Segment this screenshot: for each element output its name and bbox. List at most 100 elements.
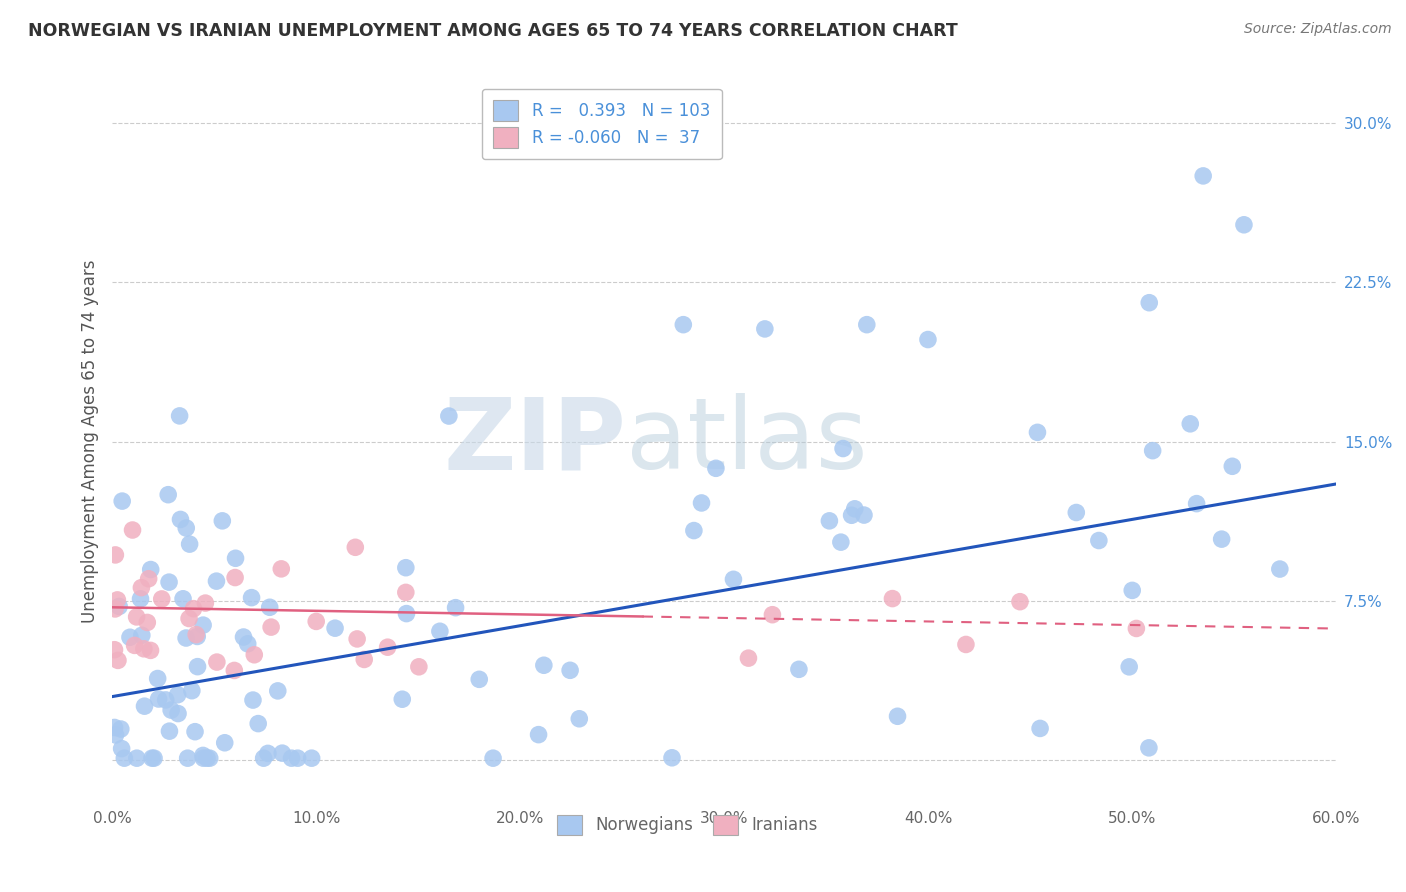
Point bbox=[131, 581, 153, 595]
Point bbox=[111, 494, 134, 508]
Point bbox=[253, 751, 276, 765]
Point bbox=[754, 322, 776, 336]
Point bbox=[166, 688, 188, 702]
Point bbox=[568, 712, 591, 726]
Point bbox=[146, 672, 169, 686]
Legend: Norwegians, Iranians: Norwegians, Iranians bbox=[547, 805, 828, 845]
Point bbox=[108, 599, 131, 614]
Point bbox=[125, 751, 148, 765]
Point bbox=[1233, 218, 1256, 232]
Point bbox=[240, 591, 263, 605]
Point bbox=[280, 751, 302, 765]
Point bbox=[558, 663, 581, 677]
Point bbox=[118, 630, 141, 644]
Point bbox=[176, 751, 198, 765]
Point bbox=[270, 562, 292, 576]
Point bbox=[1268, 562, 1291, 576]
Point bbox=[1211, 532, 1233, 546]
Point bbox=[169, 409, 191, 423]
Point bbox=[183, 601, 205, 615]
Point bbox=[437, 409, 460, 423]
Point bbox=[157, 575, 180, 590]
Point bbox=[853, 508, 876, 522]
Point bbox=[661, 751, 683, 765]
Point bbox=[174, 521, 197, 535]
Point bbox=[184, 724, 207, 739]
Point bbox=[832, 442, 855, 456]
Point bbox=[257, 747, 280, 761]
Point bbox=[143, 751, 166, 765]
Point bbox=[124, 639, 146, 653]
Point bbox=[704, 461, 727, 475]
Point bbox=[917, 333, 939, 347]
Point bbox=[104, 602, 127, 616]
Point bbox=[214, 736, 236, 750]
Point bbox=[129, 591, 152, 606]
Point bbox=[159, 724, 181, 739]
Point bbox=[1121, 583, 1143, 598]
Point bbox=[271, 746, 294, 760]
Point bbox=[1142, 443, 1164, 458]
Point bbox=[468, 673, 491, 687]
Point bbox=[408, 660, 430, 674]
Point bbox=[242, 693, 264, 707]
Point bbox=[191, 618, 214, 632]
Y-axis label: Unemployment Among Ages 65 to 74 years: Unemployment Among Ages 65 to 74 years bbox=[80, 260, 98, 624]
Point bbox=[150, 591, 173, 606]
Point bbox=[103, 721, 125, 735]
Point bbox=[482, 751, 505, 765]
Point bbox=[132, 641, 155, 656]
Point bbox=[841, 508, 863, 523]
Point bbox=[104, 728, 127, 742]
Point bbox=[1008, 595, 1031, 609]
Point bbox=[830, 535, 852, 549]
Point bbox=[205, 655, 228, 669]
Point bbox=[1220, 459, 1243, 474]
Point bbox=[353, 652, 375, 666]
Point bbox=[818, 514, 841, 528]
Point bbox=[429, 624, 451, 639]
Point bbox=[167, 706, 190, 721]
Point bbox=[723, 572, 745, 586]
Point bbox=[1180, 417, 1202, 431]
Text: ZIP: ZIP bbox=[443, 393, 626, 490]
Point bbox=[186, 627, 208, 641]
Point bbox=[1137, 740, 1160, 755]
Point bbox=[247, 716, 270, 731]
Point bbox=[844, 501, 866, 516]
Point bbox=[157, 488, 180, 502]
Point bbox=[1118, 660, 1140, 674]
Point bbox=[391, 692, 413, 706]
Point bbox=[855, 318, 877, 332]
Point bbox=[259, 600, 281, 615]
Point bbox=[243, 648, 266, 662]
Point bbox=[1066, 506, 1088, 520]
Point bbox=[198, 751, 221, 765]
Point bbox=[236, 637, 259, 651]
Point bbox=[1088, 533, 1111, 548]
Point bbox=[193, 751, 215, 765]
Point bbox=[179, 537, 201, 551]
Point bbox=[737, 651, 759, 665]
Point bbox=[787, 662, 810, 676]
Point bbox=[107, 653, 129, 667]
Point bbox=[139, 562, 162, 576]
Point bbox=[377, 640, 399, 655]
Point bbox=[194, 596, 217, 610]
Point bbox=[225, 551, 247, 566]
Point bbox=[1029, 722, 1052, 736]
Point bbox=[148, 692, 170, 706]
Point bbox=[287, 751, 309, 765]
Point bbox=[224, 664, 246, 678]
Point bbox=[301, 751, 323, 765]
Point bbox=[395, 585, 418, 599]
Point bbox=[323, 621, 346, 635]
Point bbox=[172, 591, 194, 606]
Point bbox=[224, 570, 246, 584]
Point bbox=[180, 683, 202, 698]
Point bbox=[110, 722, 132, 736]
Text: Source: ZipAtlas.com: Source: ZipAtlas.com bbox=[1244, 22, 1392, 37]
Point bbox=[195, 751, 218, 765]
Point bbox=[125, 610, 148, 624]
Point bbox=[141, 751, 163, 765]
